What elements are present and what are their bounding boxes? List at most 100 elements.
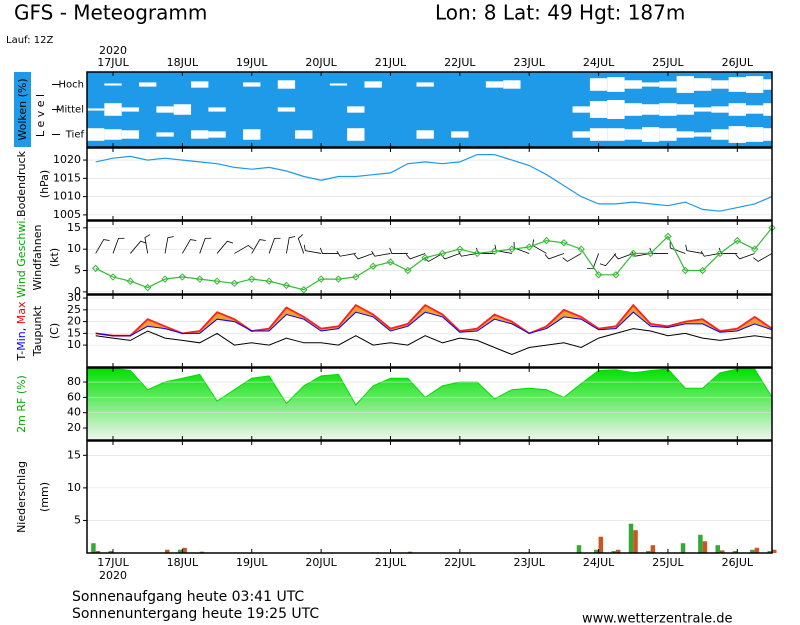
precip-bar [108, 551, 114, 553]
temp-line [95, 328, 773, 356]
axis-label-part: Niederschlag [15, 461, 28, 533]
cloud-cover [624, 80, 642, 89]
wind-barb [95, 239, 110, 254]
cloud-cover [572, 131, 590, 138]
cloud-cover [624, 129, 642, 140]
wind-barb [700, 250, 721, 257]
wind-barb [164, 236, 174, 254]
cloud-cover [676, 76, 694, 93]
x-tick-label: 26JUL [722, 556, 754, 569]
x-tick-label: 23JUL [514, 556, 546, 569]
cloud-cover [693, 78, 712, 91]
axis-label: (kt) [48, 248, 61, 267]
wind-speed-marker [143, 283, 152, 292]
level-label: Hoch [59, 80, 84, 91]
precip-bar [646, 551, 651, 553]
precip-bar [732, 551, 738, 553]
y-tick-label: 40 [67, 406, 81, 419]
cloud-cover [416, 130, 434, 139]
wind-barb [718, 247, 738, 254]
wind-speed-marker [352, 273, 360, 281]
axis-label: Taupunkt [31, 305, 44, 357]
wind-barb [319, 247, 339, 254]
line [95, 154, 773, 212]
wind-barb [587, 253, 599, 270]
wind-speed-line [95, 227, 773, 291]
wind-speed-marker [629, 249, 637, 258]
cloud-cover [745, 76, 764, 93]
x-tick-label: 19JUL [236, 556, 268, 569]
cloud-cover [711, 80, 729, 89]
wind-speed-marker [230, 279, 239, 288]
wind-barb [389, 247, 408, 254]
x-tick-label: 21JUL [375, 556, 407, 569]
cloud-cover [277, 80, 296, 89]
x-tick-label: 22JUL [444, 56, 476, 69]
cloud-cover [607, 128, 625, 141]
axis-label-part: Windfahnen [31, 225, 44, 291]
wind-barb [685, 244, 703, 254]
cloud-cover [693, 107, 712, 112]
x-tick-label: 19JUL [236, 56, 268, 69]
cloud-cover [589, 101, 608, 118]
axis-label: T-Min, Max [15, 301, 28, 361]
wind-speed-marker [126, 277, 135, 285]
precip-bar [182, 547, 187, 553]
wind-barb [649, 247, 668, 254]
cloud-cover [277, 107, 296, 112]
cloud-cover [104, 103, 122, 116]
cloud-cover [659, 81, 677, 88]
cloud-cover [173, 104, 192, 115]
axis-label: 2m RF (%) [15, 375, 28, 433]
axis-label-part: (C) [48, 323, 61, 339]
wind-speed-marker [646, 249, 655, 258]
cloud-cover [139, 82, 157, 87]
y-tick-label: 20 [67, 421, 81, 434]
wind-speed-marker [282, 281, 291, 290]
cloud-cover [607, 77, 625, 92]
panel-frame [86, 367, 773, 441]
axis-label: Wind Geschwi. [15, 217, 28, 298]
axis-label-part: (kt) [48, 248, 61, 267]
cloud-cover [763, 79, 772, 90]
axis-label-part: Max [15, 301, 28, 324]
cloud-cover [364, 81, 382, 88]
wind-speed-marker [438, 249, 447, 258]
wind-speed-marker [750, 245, 759, 253]
wind-barb [268, 237, 281, 254]
panel-frame [86, 147, 773, 221]
cloud-cover [347, 128, 365, 141]
cloud-cover [641, 82, 660, 87]
precip-bar [698, 534, 703, 553]
axis-label: (C) [48, 323, 61, 339]
wind-speed-marker [698, 266, 707, 275]
cloud-cover [208, 107, 226, 112]
axis-label-part: Bodendruck [15, 150, 28, 217]
y-tick-label: 15 [67, 221, 81, 234]
wind-barb [303, 244, 322, 254]
x-tick-label: 22JUL [444, 556, 476, 569]
wind-barb [130, 240, 147, 254]
axis-label-part: Min [15, 331, 28, 351]
wind-barb [286, 236, 296, 254]
wind-barb [457, 250, 478, 257]
wind-speed-marker [248, 275, 256, 283]
wind-speed-marker [178, 273, 187, 281]
cloud-cover [763, 128, 772, 141]
humidity-area [86, 367, 773, 441]
precip-bar [611, 551, 616, 553]
cloud-cover [329, 83, 348, 86]
precip-bar [594, 549, 599, 553]
axis-label: Wolken (%) [16, 78, 29, 140]
wind-barb [613, 253, 634, 260]
precip-bar [750, 549, 755, 553]
wind-barb [112, 237, 125, 254]
precip-bar [650, 545, 656, 553]
cloud-cover [485, 81, 504, 88]
wind-speed-marker [542, 236, 551, 245]
axis-label: (mm) [38, 482, 51, 512]
wind-speed-marker [473, 249, 481, 258]
wind-speed-marker [161, 275, 169, 283]
y-tick-label: 15 [67, 326, 81, 339]
cloud-cover [243, 129, 261, 140]
